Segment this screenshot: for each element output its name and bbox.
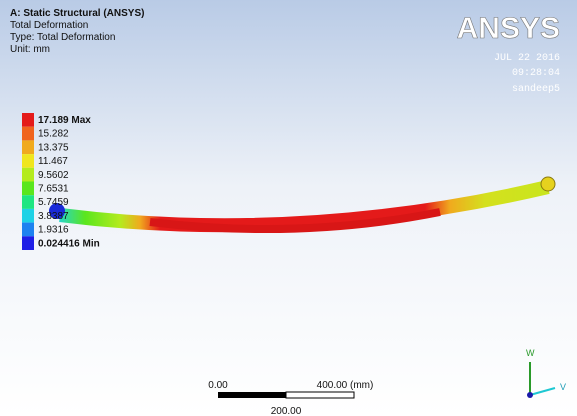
legend-swatch [22,182,34,196]
user: sandeep5 [512,83,560,95]
legend-swatch [22,127,34,141]
legend-label: 15.282 [38,129,69,140]
date: JUL 22 2016 [494,53,560,64]
legend-label: 9.5602 [38,170,69,181]
triad-label: V [560,382,566,392]
legend-swatch [22,113,34,127]
right-eye [541,177,555,191]
triad-origin [527,392,533,398]
header-line: Total Deformation [10,20,88,31]
background [0,0,577,416]
scale-end: 400.00 (mm) [317,380,374,391]
legend-swatch [22,195,34,209]
header-line: Unit: mm [10,44,50,55]
header-line: Type: Total Deformation [10,32,115,43]
header-title: A: Static Structural (ANSYS) [10,8,144,19]
legend-label: 1.9316 [38,225,69,236]
legend-swatch [22,209,34,223]
legend-label: 11.467 [38,156,68,167]
legend-swatch [22,223,34,237]
legend-label: 7.6531 [38,184,69,195]
legend-swatch [22,236,34,250]
viewport: A: Static Structural (ANSYS) Total Defor… [0,0,577,416]
logo: ANSYS [457,12,560,45]
legend-label: 13.375 [38,142,69,153]
scale-bar-black [218,392,286,398]
time: 09:28:04 [512,68,560,79]
scale-start: 0.00 [208,380,228,391]
legend-swatch [22,140,34,154]
legend-label: 3.8387 [38,211,69,222]
triad-label: W [526,348,535,358]
scale-bar-white [286,392,354,398]
legend-swatch [22,154,34,168]
legend-swatch [22,168,34,182]
legend-label: 0.024416 Min [38,238,100,249]
legend-label: 5.7459 [38,197,69,208]
scale-mid: 200.00 [271,406,302,416]
legend-label: 17.189 Max [38,115,91,126]
graphics-window: A: Static Structural (ANSYS) Total Defor… [0,0,577,416]
